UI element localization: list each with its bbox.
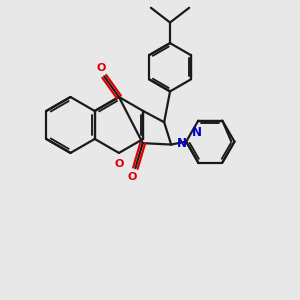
Text: O: O <box>96 63 105 74</box>
Text: O: O <box>128 172 137 182</box>
Text: N: N <box>177 136 187 150</box>
Text: O: O <box>114 159 124 170</box>
Text: N: N <box>192 126 202 139</box>
